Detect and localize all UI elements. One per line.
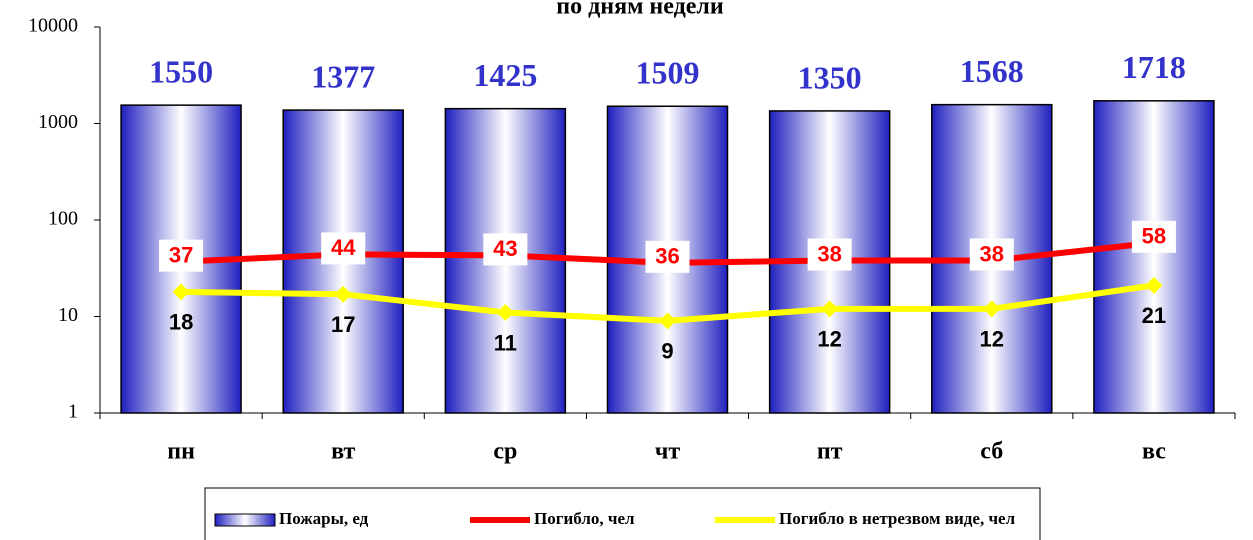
y-tick-label: 10 [58, 304, 78, 326]
data-label: 18 [169, 310, 193, 335]
data-label: 12 [980, 327, 1004, 352]
data-label-box [321, 232, 366, 265]
bar [1093, 100, 1215, 414]
point [659, 312, 676, 330]
data-label-box [483, 233, 528, 266]
data-label-box [1131, 220, 1176, 253]
x-tick-label: пт [817, 439, 843, 465]
legend-swatch [214, 513, 276, 527]
data-label: 43 [493, 236, 517, 261]
x-tick-label: сб [980, 439, 1003, 465]
point [821, 300, 839, 318]
data-label: 44 [331, 235, 356, 260]
point [983, 300, 1001, 318]
chart-title: по дням недели [556, 0, 724, 20]
y-tick-label: 10000 [28, 15, 78, 37]
point [334, 285, 352, 303]
bar-value-label: 1425 [473, 57, 537, 93]
x-tick-label: вс [1142, 439, 1166, 465]
data-label-box [159, 239, 204, 272]
data-label: 21 [1142, 303, 1166, 328]
bar-value-label: 1550 [149, 53, 213, 89]
data-label: 38 [817, 241, 841, 266]
legend-label: Пожары, ед [279, 509, 369, 528]
data-label-box [969, 238, 1014, 271]
data-label: 58 [1142, 224, 1166, 249]
data-label: 17 [331, 312, 355, 337]
data-label: 38 [980, 241, 1004, 266]
y-tick-label: 1000 [38, 111, 78, 133]
data-label: 12 [817, 327, 841, 352]
data-label: 9 [661, 339, 673, 364]
x-tick-label: пн [167, 439, 195, 465]
legend-label: Погибло в нетрезвом виде, чел [779, 509, 1016, 528]
x-tick-label: чт [655, 439, 681, 465]
legend-label: Погибло, чел [534, 509, 635, 528]
data-label-box [807, 238, 852, 271]
y-tick-label: 100 [48, 208, 78, 230]
point [496, 304, 514, 321]
bar-value-label: 1509 [636, 55, 700, 91]
x-tick-label: вт [331, 439, 355, 465]
point [172, 283, 190, 301]
y-tick-label: 1 [68, 401, 78, 423]
data-label: 11 [494, 330, 517, 355]
legend-box [204, 487, 1041, 540]
bar-value-label: 1377 [311, 58, 375, 94]
x-tick-label: ср [493, 439, 517, 465]
bar-value-label: 1350 [798, 59, 862, 95]
bar-value-label: 1568 [960, 53, 1024, 89]
data-label: 36 [655, 244, 679, 269]
data-label-box [645, 240, 690, 273]
data-label: 37 [169, 242, 193, 267]
bar-value-label: 1718 [1122, 49, 1186, 85]
